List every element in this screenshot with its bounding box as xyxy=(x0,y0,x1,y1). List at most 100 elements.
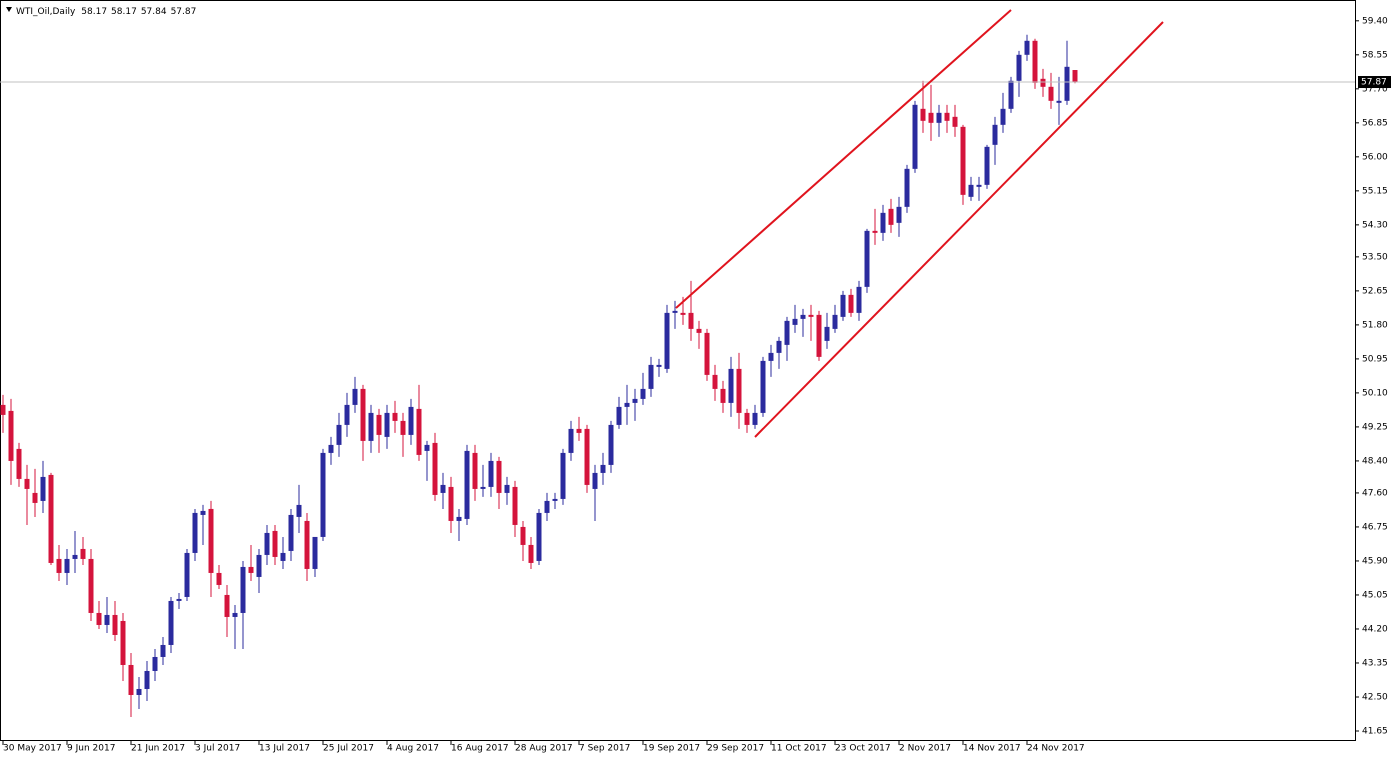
candle-body xyxy=(72,554,78,559)
candle-body xyxy=(624,402,630,407)
candle-body xyxy=(496,460,502,493)
y-tick-label: 47.60 xyxy=(1362,488,1388,498)
candle-body xyxy=(704,332,710,375)
candle-body xyxy=(64,558,70,573)
candle-body xyxy=(216,572,222,585)
channel-upper xyxy=(675,9,1012,309)
candle-body xyxy=(376,414,382,435)
x-tick-label: 13 Jul 2017 xyxy=(259,744,310,754)
x-tick-label: 2 Nov 2017 xyxy=(899,744,951,754)
y-tick-label: 57.70 xyxy=(1362,84,1388,94)
candle-body xyxy=(864,230,870,287)
candle-body xyxy=(40,476,46,501)
y-tick-label: 49.25 xyxy=(1362,422,1388,432)
candle-body xyxy=(912,104,918,169)
last-open: 58.17 xyxy=(81,7,107,17)
candle-body xyxy=(520,526,526,545)
candle-body xyxy=(824,326,830,341)
candle-body xyxy=(48,474,54,563)
candle-body xyxy=(184,552,190,597)
candle-body xyxy=(608,424,614,465)
y-tick-label: 41.65 xyxy=(1362,726,1388,736)
candle-body xyxy=(744,412,750,425)
x-tick-label: 3 Jul 2017 xyxy=(195,744,240,754)
candle-body xyxy=(160,644,166,657)
y-tick-label: 53.50 xyxy=(1362,252,1388,262)
menu-arrow[interactable] xyxy=(6,7,12,12)
candle-body xyxy=(400,420,406,435)
candle-body xyxy=(888,208,894,225)
candle-body xyxy=(336,424,342,445)
candle-body xyxy=(456,516,462,521)
y-tick-label: 42.50 xyxy=(1362,692,1388,702)
candle-body xyxy=(272,530,278,557)
candle-body xyxy=(896,206,902,223)
candle-body xyxy=(408,406,414,435)
candle-body xyxy=(32,492,38,503)
candle-body xyxy=(968,184,974,197)
candle-body xyxy=(480,486,486,489)
candle-body xyxy=(24,478,30,489)
candle-body xyxy=(416,408,422,455)
candle-body xyxy=(1008,80,1014,109)
candle-body xyxy=(568,428,574,453)
x-tick-label: 28 Aug 2017 xyxy=(515,744,573,754)
candle-body xyxy=(688,312,694,329)
candle-body xyxy=(192,512,198,553)
candle-body xyxy=(1048,86,1054,101)
y-tick-label: 44.20 xyxy=(1362,624,1388,634)
candle-body xyxy=(696,328,702,333)
candle-body xyxy=(544,500,550,513)
candle-body xyxy=(816,314,822,357)
candle-body xyxy=(904,168,910,207)
candle-body xyxy=(800,314,806,319)
candle-body xyxy=(1032,40,1038,83)
candle-body xyxy=(600,464,606,473)
chart-title: WTI_Oil,Daily xyxy=(16,7,76,17)
x-tick-label: 4 Aug 2017 xyxy=(387,744,439,754)
candle-body xyxy=(128,664,134,695)
candle-body xyxy=(776,340,782,353)
candle-body xyxy=(752,412,758,425)
candle-body xyxy=(304,520,310,569)
candle-body xyxy=(1024,40,1030,55)
candle-body xyxy=(592,472,598,489)
y-tick-label: 50.95 xyxy=(1362,354,1388,364)
candle-body xyxy=(352,388,358,405)
candle-body xyxy=(1072,70,1078,83)
candle-body xyxy=(928,112,934,123)
candle-body xyxy=(464,450,470,519)
candle-body xyxy=(856,286,862,313)
candle-body xyxy=(552,498,558,501)
candle-body xyxy=(360,388,366,441)
candle-body xyxy=(984,146,990,185)
chart-header: WTI_Oil,Daily 58.17 58.17 57.84 57.87 xyxy=(16,7,196,17)
candle-body xyxy=(384,412,390,437)
candle-body xyxy=(832,314,838,329)
candle-body xyxy=(512,486,518,525)
y-tick-label: 56.85 xyxy=(1362,118,1388,128)
candle-body xyxy=(840,294,846,317)
price-axis: 41.65 42.50 43.35 44.20 45.05 45.90 46.75 47.60… xyxy=(2,16,1391,754)
y-tick-label: 51.80 xyxy=(1362,320,1388,330)
candle-body xyxy=(848,294,854,313)
y-tick-label: 50.10 xyxy=(1362,388,1388,398)
candle-body xyxy=(656,364,662,367)
candle-body xyxy=(208,508,214,573)
x-tick-label: 19 Sep 2017 xyxy=(643,744,700,754)
price-tag xyxy=(1358,76,1391,89)
candle-body xyxy=(0,404,6,415)
candle-body xyxy=(120,620,126,665)
candle-body xyxy=(944,112,950,121)
candle-body xyxy=(528,544,534,563)
candle-body xyxy=(1040,78,1046,87)
x-tick-label: 16 Aug 2017 xyxy=(451,744,509,754)
candle-body xyxy=(56,558,62,573)
y-tick-label: 59.40 xyxy=(1362,16,1388,26)
candle-body xyxy=(248,566,254,573)
y-tick-label: 46.75 xyxy=(1362,522,1388,532)
candle-body xyxy=(936,112,942,123)
candle-body xyxy=(632,398,638,403)
y-tick-label: 54.30 xyxy=(1362,220,1388,230)
